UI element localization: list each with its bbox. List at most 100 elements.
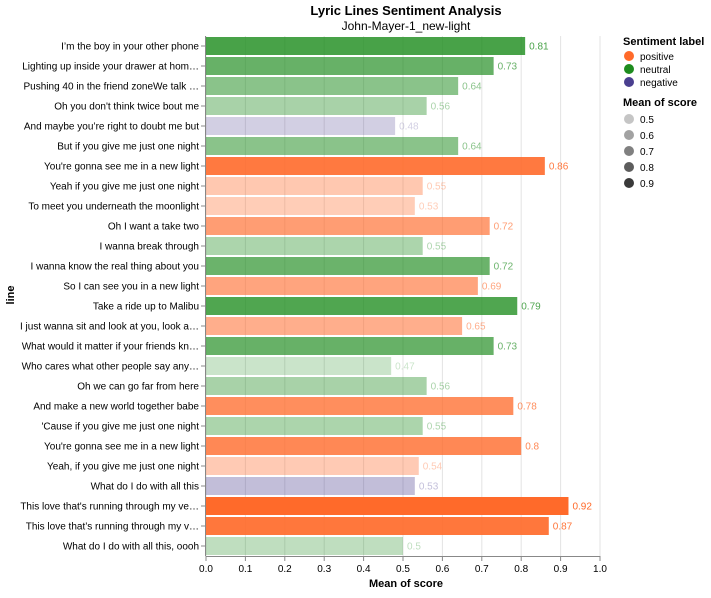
bar <box>206 457 419 475</box>
bar-value-label: 0.56 <box>431 382 451 393</box>
y-tick-label: So I can see you in a new light <box>63 282 199 293</box>
bar <box>206 177 423 195</box>
y-axis: I’m the boy in your other phone Lighting … <box>20 36 206 556</box>
bar-value-label: 0.81 <box>529 42 549 53</box>
bar-value-label: 0.73 <box>498 62 518 73</box>
y-tick-label: This love that’s running through my v… <box>26 522 199 533</box>
bar-value-label: 0.92 <box>572 502 592 513</box>
y-tick-label: Pushing 40 in the friend zoneWe talk … <box>24 82 199 93</box>
bar <box>206 257 490 275</box>
legend-opacity-label: 0.5 <box>640 115 654 126</box>
bar-value-label: 0.86 <box>549 162 569 173</box>
bar-value-label: 0.48 <box>399 122 419 133</box>
y-tick-label: Take a ride up to Malibu <box>93 302 199 313</box>
bar <box>206 357 392 375</box>
bar <box>206 377 427 395</box>
bar <box>206 137 459 155</box>
y-tick-label: What do I do with all this <box>91 482 199 493</box>
x-tick-label: 0.4 <box>357 564 371 575</box>
bar <box>206 537 403 555</box>
bar-value-label: 0.69 <box>482 282 502 293</box>
legend-color-swatch <box>624 51 634 61</box>
bar <box>206 437 522 455</box>
legend-opacity-label: 0.7 <box>640 147 654 158</box>
color-legend-title: Sentiment label <box>623 36 704 48</box>
bar <box>206 237 423 255</box>
y-tick-label: Oh I want a take two <box>108 222 200 233</box>
legend-color-swatch <box>624 64 634 74</box>
bar-value-label: 0.72 <box>494 222 514 233</box>
bar <box>206 317 463 335</box>
bar <box>206 517 549 535</box>
grid-lines <box>205 36 601 556</box>
y-tick-label: I’m the boy in your other phone <box>61 42 199 53</box>
legend-opacity-swatch <box>624 178 634 188</box>
y-tick-label: Who cares what other people say any… <box>22 362 199 373</box>
value-labels: 0.81 0.73 0.64 0.56 0.48 0.64 0.86 0.55 0.53 0.72… <box>395 42 592 553</box>
y-tick-label: You're gonna see me in a new light <box>44 162 199 173</box>
legend-opacity-label: 0.9 <box>640 179 654 190</box>
legend-opacity-swatch <box>624 114 634 124</box>
y-tick-label: Oh we can go far from here <box>77 382 199 393</box>
y-tick-label: Oh you don't think twice bout me <box>54 102 199 113</box>
x-tick-label: 0.2 <box>278 564 292 575</box>
x-axis-title: Mean of score <box>369 578 443 590</box>
bar <box>206 157 545 175</box>
x-tick-label: 0.8 <box>514 564 528 575</box>
chart-subtitle: John-Mayer-1_new-light <box>342 19 471 33</box>
bar-value-label: 0.79 <box>521 302 541 313</box>
y-tick-label: I wanna know the real thing about you <box>31 262 199 273</box>
bar <box>206 397 514 415</box>
y-tick-label: What would it matter if your friends kn… <box>22 342 199 353</box>
bar <box>206 217 490 235</box>
bar-value-label: 0.8 <box>525 442 539 453</box>
opacity-legend-title: Mean of score <box>623 97 697 109</box>
legend-opacity-swatch <box>624 162 634 172</box>
bar <box>206 97 427 115</box>
x-axis: 0.0 0.1 0.2 0.3 0.4 0.5 0.6 0.7 0.8 0.9 1.0 <box>199 556 607 575</box>
x-tick-label: 0.1 <box>238 564 252 575</box>
y-tick-label: 'Cause if you give me just one night <box>41 422 199 433</box>
legend-opacity-label: 0.8 <box>640 163 654 174</box>
bar-value-label: 0.73 <box>498 342 518 353</box>
x-tick-label: 0.6 <box>435 564 449 575</box>
bar-value-label: 0.55 <box>427 182 447 193</box>
bar <box>206 197 415 215</box>
bar-value-label: 0.55 <box>427 422 447 433</box>
bar <box>206 57 494 75</box>
legend-color-label: neutral <box>640 65 671 76</box>
legend-opacity-swatch <box>624 130 634 140</box>
bar <box>206 77 459 95</box>
x-tick-label: 0.5 <box>396 564 410 575</box>
x-tick-label: 0.7 <box>475 564 489 575</box>
bar <box>206 337 494 355</box>
legend-color-label: positive <box>640 52 674 63</box>
y-tick-label: But if you give me just one night <box>57 142 199 153</box>
bar-value-label: 0.56 <box>431 102 451 113</box>
y-tick-label: I wanna break through <box>99 242 199 253</box>
y-tick-label: And maybe you’re right to doubt me but <box>24 122 199 133</box>
bar-value-label: 0.72 <box>494 262 514 273</box>
bar-value-label: 0.64 <box>462 82 482 93</box>
bar-value-label: 0.55 <box>427 242 447 253</box>
bar <box>206 477 415 495</box>
bars <box>206 37 569 555</box>
bar <box>206 417 423 435</box>
y-axis-title: line <box>5 286 17 305</box>
bar-value-label: 0.47 <box>395 362 415 373</box>
bar-value-label: 0.53 <box>419 202 439 213</box>
x-tick-label: 0.9 <box>554 564 568 575</box>
y-tick-label: You're gonna see me in a new light <box>44 442 199 453</box>
legend: Sentiment label Mean of score positive ne… <box>623 36 704 190</box>
bar <box>206 497 569 515</box>
y-tick-label: And make a new world together babe <box>33 402 199 413</box>
bar-value-label: 0.87 <box>553 522 573 533</box>
x-tick-label: 0.3 <box>317 564 331 575</box>
bar-value-label: 0.65 <box>466 322 486 333</box>
bar-value-label: 0.54 <box>423 462 443 473</box>
bar <box>206 37 526 55</box>
bar-value-label: 0.78 <box>517 402 537 413</box>
y-tick-label: Yeah, if you give me just one night <box>47 462 199 473</box>
